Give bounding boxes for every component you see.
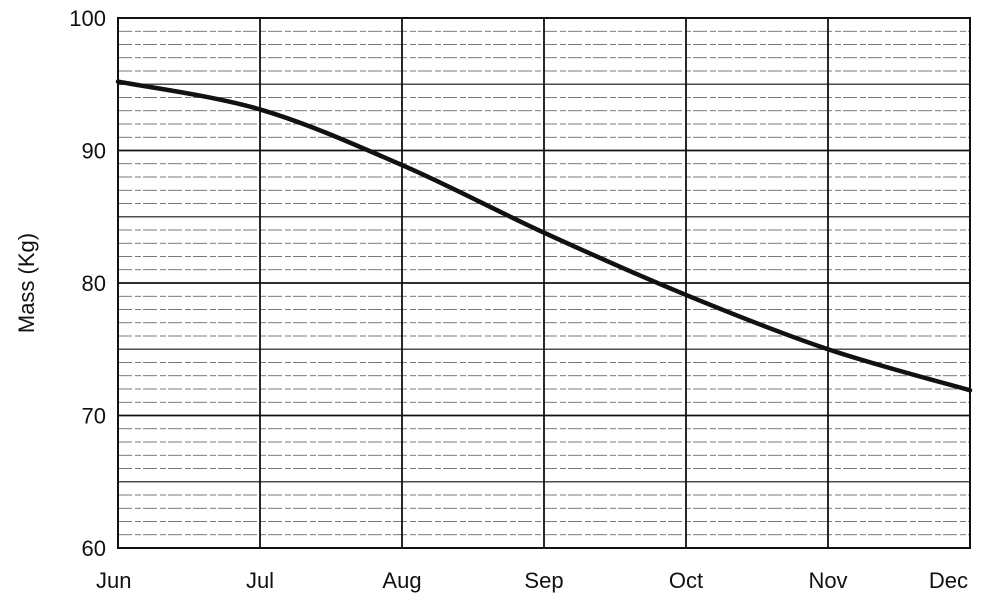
- y-tick-label: 90: [82, 139, 106, 164]
- y-tick-label: 80: [82, 271, 106, 296]
- x-tick-label: Dec: [929, 568, 968, 593]
- x-tick-label: Aug: [382, 568, 421, 593]
- x-tick-label: Jul: [246, 568, 274, 593]
- x-tick-labels: Jun Jul Aug Sep Oct Nov Dec: [96, 568, 968, 593]
- y-tick-label: 70: [82, 404, 106, 429]
- x-tick-label: Sep: [524, 568, 563, 593]
- series-line-0: [115, 79, 973, 393]
- series-layer: [115, 79, 973, 393]
- y-axis-label: Mass (Kg): [14, 233, 39, 333]
- plot-frame: [117, 17, 971, 549]
- y-tick-label: 60: [82, 536, 106, 561]
- y-tick-labels: 60 70 80 90 100: [69, 6, 106, 561]
- y-tick-label: 100: [69, 6, 106, 31]
- x-tick-label: Nov: [808, 568, 847, 593]
- x-tick-label: Jun: [96, 568, 131, 593]
- x-tick-label: Oct: [669, 568, 703, 593]
